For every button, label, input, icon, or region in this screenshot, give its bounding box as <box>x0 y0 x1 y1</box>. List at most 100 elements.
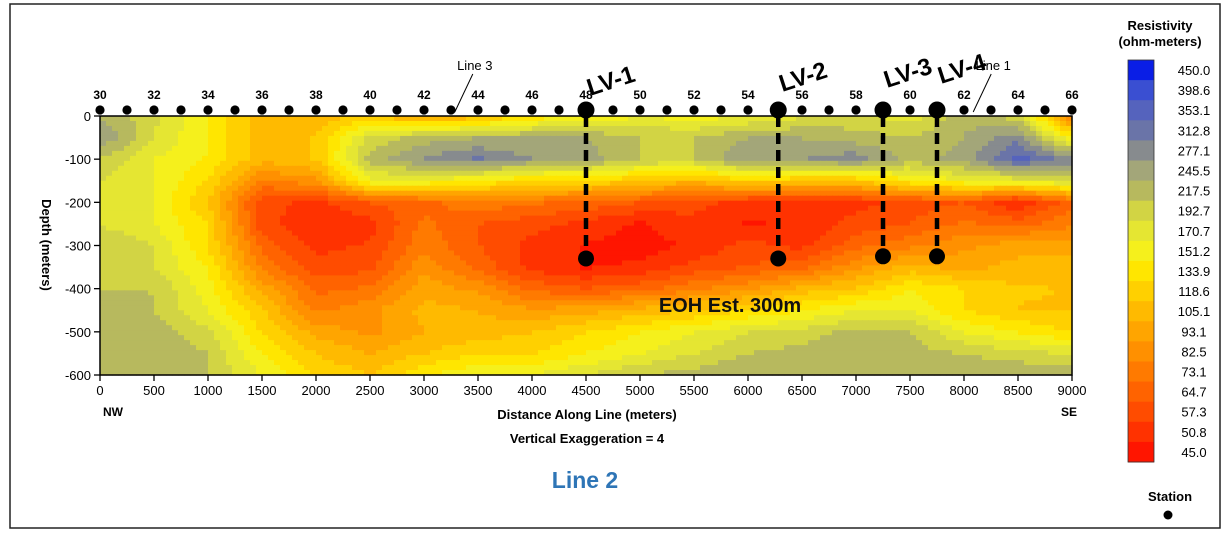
resistivity-cell <box>796 235 803 242</box>
resistivity-cell <box>616 175 623 182</box>
resistivity-cell <box>712 145 719 152</box>
resistivity-cell <box>664 170 671 177</box>
resistivity-cell <box>130 135 137 142</box>
resistivity-cell <box>736 145 743 152</box>
resistivity-cell <box>646 265 653 271</box>
resistivity-cell <box>976 135 983 142</box>
resistivity-cell <box>370 170 377 177</box>
resistivity-cell <box>328 225 335 232</box>
resistivity-cell <box>166 255 173 262</box>
resistivity-cell <box>580 205 587 212</box>
resistivity-cell <box>358 130 365 137</box>
resistivity-cell <box>376 116 383 122</box>
resistivity-cell <box>886 170 893 177</box>
resistivity-cell <box>148 155 155 162</box>
resistivity-cell <box>610 220 617 227</box>
resistivity-cell <box>874 230 881 237</box>
resistivity-cell <box>862 260 869 267</box>
resistivity-cell <box>508 140 515 147</box>
resistivity-cell <box>514 175 521 182</box>
resistivity-cell <box>526 150 533 157</box>
resistivity-cell <box>826 265 833 271</box>
resistivity-cell <box>328 120 335 127</box>
resistivity-cell <box>196 250 203 257</box>
resistivity-cell <box>676 190 683 197</box>
resistivity-cell <box>454 195 461 202</box>
resistivity-cell <box>910 200 917 207</box>
resistivity-cell <box>376 170 383 177</box>
resistivity-cell <box>754 170 761 177</box>
resistivity-cell <box>862 150 869 157</box>
resistivity-cell <box>556 220 563 227</box>
resistivity-cell <box>736 250 743 257</box>
resistivity-cell <box>250 220 257 227</box>
resistivity-cell <box>292 260 299 267</box>
resistivity-cell <box>616 150 623 157</box>
resistivity-cell <box>1012 245 1019 252</box>
resistivity-cell <box>736 190 743 197</box>
resistivity-cell <box>820 255 827 262</box>
resistivity-cell <box>790 205 797 212</box>
resistivity-cell <box>286 130 293 137</box>
resistivity-cell <box>430 120 437 127</box>
resistivity-cell <box>1018 130 1025 137</box>
resistivity-cell <box>424 125 431 132</box>
resistivity-cell <box>478 265 485 271</box>
resistivity-cell <box>214 175 221 182</box>
resistivity-cell <box>466 235 473 242</box>
resistivity-cell <box>118 135 125 142</box>
resistivity-cell <box>190 155 197 162</box>
resistivity-cell <box>226 165 233 172</box>
resistivity-cell <box>652 140 659 147</box>
resistivity-cell <box>376 175 383 182</box>
resistivity-cell <box>598 155 605 162</box>
resistivity-cell <box>886 165 893 172</box>
resistivity-cell <box>922 215 929 222</box>
resistivity-cell <box>862 265 869 271</box>
resistivity-cell <box>604 140 611 147</box>
resistivity-cell <box>154 210 161 217</box>
resistivity-cell <box>610 150 617 157</box>
resistivity-cell <box>250 235 257 242</box>
resistivity-cell <box>406 130 413 137</box>
resistivity-cell <box>160 240 167 247</box>
resistivity-cell <box>550 175 557 182</box>
resistivity-cell <box>1066 235 1073 242</box>
resistivity-cell <box>634 225 641 232</box>
resistivity-cell <box>832 220 839 227</box>
resistivity-cell <box>436 160 443 167</box>
resistivity-cell <box>256 225 263 232</box>
resistivity-cell <box>1000 210 1007 217</box>
resistivity-cell <box>412 200 419 207</box>
resistivity-cell <box>904 116 911 122</box>
resistivity-cell <box>160 165 167 172</box>
resistivity-cell <box>790 220 797 227</box>
resistivity-cell <box>856 116 863 122</box>
resistivity-cell <box>550 200 557 207</box>
resistivity-cell <box>640 165 647 172</box>
resistivity-cell <box>364 145 371 152</box>
resistivity-cell <box>268 225 275 232</box>
resistivity-cell <box>478 150 485 157</box>
resistivity-cell <box>514 140 521 147</box>
resistivity-cell <box>454 230 461 237</box>
resistivity-cell <box>982 165 989 172</box>
resistivity-cell <box>538 140 545 147</box>
resistivity-cell <box>832 160 839 167</box>
resistivity-cell <box>490 225 497 232</box>
resistivity-cell <box>1060 135 1067 142</box>
resistivity-cell <box>676 200 683 207</box>
resistivity-cell <box>496 130 503 137</box>
resistivity-cell <box>490 255 497 262</box>
resistivity-cell <box>946 195 953 202</box>
resistivity-cell <box>376 265 383 271</box>
resistivity-cell <box>724 265 731 271</box>
resistivity-cell <box>544 185 551 192</box>
resistivity-cell <box>754 210 761 217</box>
resistivity-cell <box>436 235 443 242</box>
resistivity-cell <box>412 250 419 257</box>
resistivity-cell <box>868 140 875 147</box>
resistivity-cell <box>958 250 965 257</box>
resistivity-cell <box>838 190 845 197</box>
resistivity-cell <box>574 140 581 147</box>
